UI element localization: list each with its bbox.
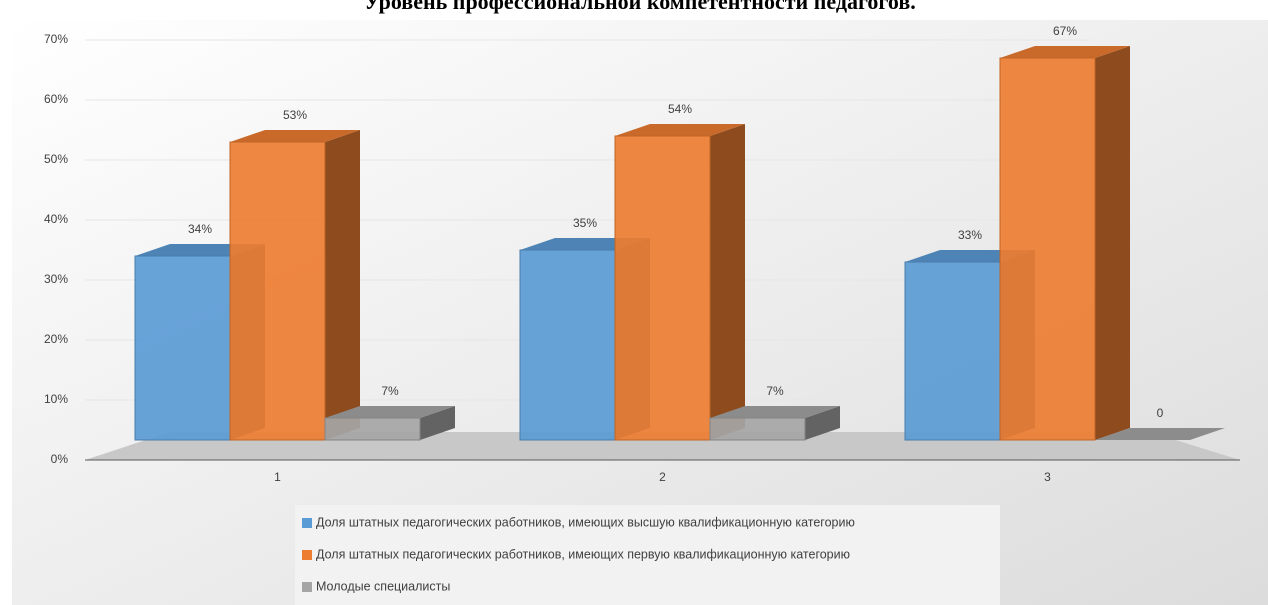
y-tick-label: 60% xyxy=(44,92,68,106)
bar-top xyxy=(230,130,360,142)
legend-swatch xyxy=(302,550,312,560)
chart-title: Уровень профессиональной компетентности … xyxy=(364,0,915,14)
y-tick-label: 40% xyxy=(44,212,68,226)
y-tick-label: 50% xyxy=(44,152,68,166)
legend-label: Молодые специалисты xyxy=(316,579,450,593)
bar-top xyxy=(710,406,840,418)
data-label: 53% xyxy=(283,108,307,122)
y-tick-label: 20% xyxy=(44,332,68,346)
data-label: 7% xyxy=(766,384,784,398)
bar-side xyxy=(710,124,745,440)
bar xyxy=(519,249,616,441)
bar-side xyxy=(805,406,840,440)
y-tick-label: 0% xyxy=(51,452,69,466)
bar-top xyxy=(325,406,455,418)
legend-swatch xyxy=(302,518,312,528)
bar xyxy=(904,261,1001,441)
legend-swatch xyxy=(302,582,312,592)
bar xyxy=(229,141,326,441)
bar-top xyxy=(615,124,745,136)
x-tick-label: 2 xyxy=(659,470,666,484)
x-tick-label: 3 xyxy=(1044,470,1051,484)
data-label: 54% xyxy=(668,102,692,116)
data-label: 34% xyxy=(188,222,212,236)
y-tick-label: 10% xyxy=(44,392,68,406)
bar-top xyxy=(1095,428,1225,440)
bar xyxy=(134,255,231,441)
data-label: 7% xyxy=(381,384,399,398)
data-label: 0 xyxy=(1157,406,1164,420)
bar-side xyxy=(420,406,455,440)
bar-side xyxy=(325,130,360,440)
legend-label: Доля штатных педагогических работников, … xyxy=(316,515,855,529)
legend: Доля штатных педагогических работников, … xyxy=(302,515,855,593)
legend-label: Доля штатных педагогических работников, … xyxy=(316,547,850,561)
bar-side xyxy=(1095,46,1130,440)
bar xyxy=(614,135,711,441)
bar xyxy=(324,417,421,441)
legend-box xyxy=(295,505,1000,605)
x-tick-label: 1 xyxy=(274,470,281,484)
bar-top xyxy=(1000,46,1130,58)
bar xyxy=(999,57,1096,441)
data-label: 33% xyxy=(958,228,982,242)
bar xyxy=(709,417,806,441)
y-tick-label: 70% xyxy=(44,32,68,46)
y-tick-label: 30% xyxy=(44,272,68,286)
data-label: 67% xyxy=(1053,24,1077,38)
data-label: 35% xyxy=(573,216,597,230)
